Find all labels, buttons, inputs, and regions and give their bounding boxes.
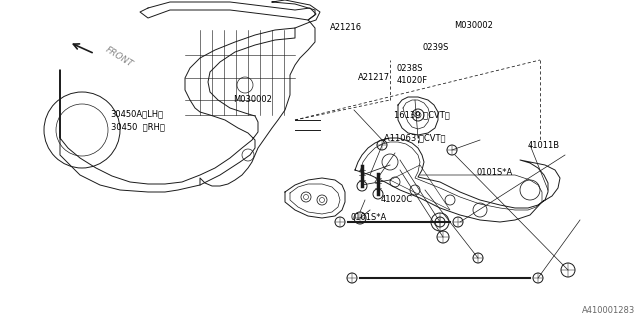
Text: 30450A〈LH〉: 30450A〈LH〉 [111,109,164,118]
Text: 0239S: 0239S [422,43,449,52]
Text: A11063 〈CVT〉: A11063 〈CVT〉 [384,133,445,142]
Text: 41020C: 41020C [380,195,412,204]
Text: A410001283: A410001283 [582,306,635,315]
Text: 0101S*A: 0101S*A [351,213,387,222]
Text: 41011B: 41011B [528,141,560,150]
Text: M030002: M030002 [234,95,273,104]
Text: 16139 〈CVT〉: 16139 〈CVT〉 [394,111,449,120]
Text: A21217: A21217 [358,73,390,82]
Text: 41020F: 41020F [397,76,428,84]
Text: A21216: A21216 [330,23,362,32]
Text: 0238S: 0238S [397,64,423,73]
Text: 30450  〈RH〉: 30450 〈RH〉 [111,122,164,131]
Text: FRONT: FRONT [104,45,134,69]
Text: 0101S*A: 0101S*A [477,168,513,177]
Text: M030002: M030002 [454,21,493,30]
